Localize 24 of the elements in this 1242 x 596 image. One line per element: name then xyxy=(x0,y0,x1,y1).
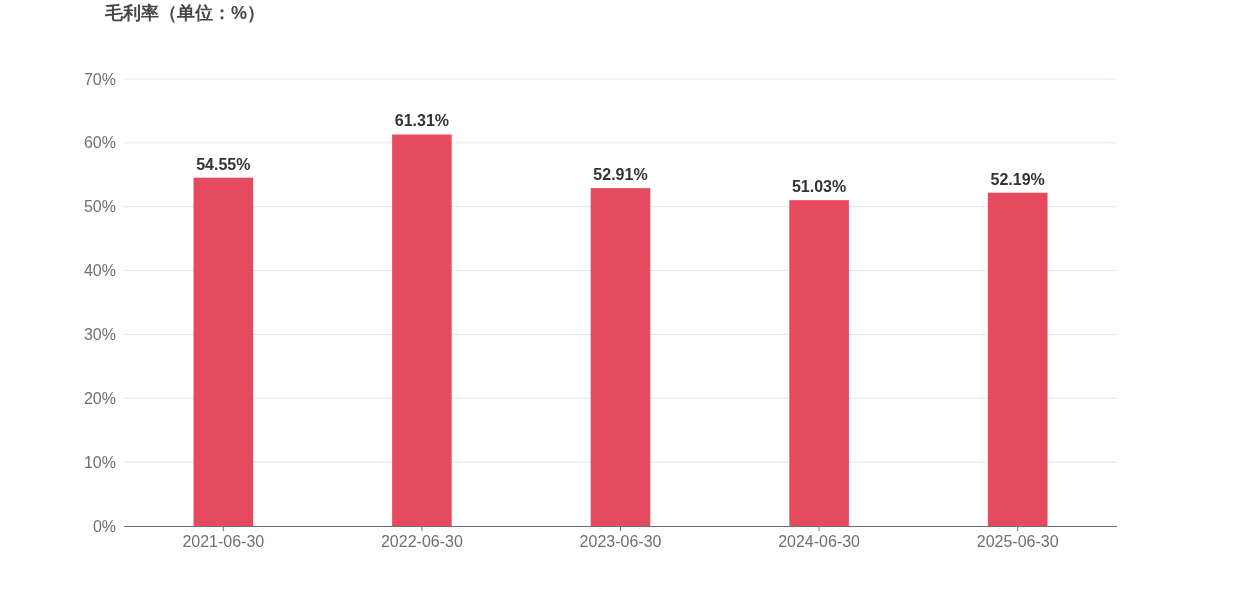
data-label: 51.03% xyxy=(791,178,847,196)
y-tick-label: 30% xyxy=(83,325,116,343)
bar xyxy=(789,200,849,526)
y-tick-label: 20% xyxy=(83,389,116,407)
chart-title: 毛利率（单位：%） xyxy=(104,3,266,23)
bar xyxy=(987,192,1048,526)
y-tick-label: 50% xyxy=(83,198,116,216)
x-tick-label: 2021-06-30 xyxy=(182,533,265,550)
data-label: 52.91% xyxy=(593,166,648,184)
y-tick-label: 40% xyxy=(83,262,116,280)
x-tick-label: 2022-06-30 xyxy=(380,533,463,550)
x-tick-label: 2025-06-30 xyxy=(976,533,1059,550)
y-tick-label: 0% xyxy=(92,517,116,535)
x-tick-label: 2024-06-30 xyxy=(778,533,861,550)
x-tick-label: 2023-06-30 xyxy=(579,533,662,550)
y-tick-label: 10% xyxy=(83,453,116,471)
bar xyxy=(392,134,452,526)
data-label: 54.55% xyxy=(196,155,251,173)
y-tick-label: 70% xyxy=(83,70,116,88)
data-label: 61.31% xyxy=(394,112,450,130)
y-tick-label: 60% xyxy=(83,134,116,152)
bar xyxy=(590,188,651,526)
data-label: 52.19% xyxy=(990,170,1045,188)
bar xyxy=(193,177,254,526)
